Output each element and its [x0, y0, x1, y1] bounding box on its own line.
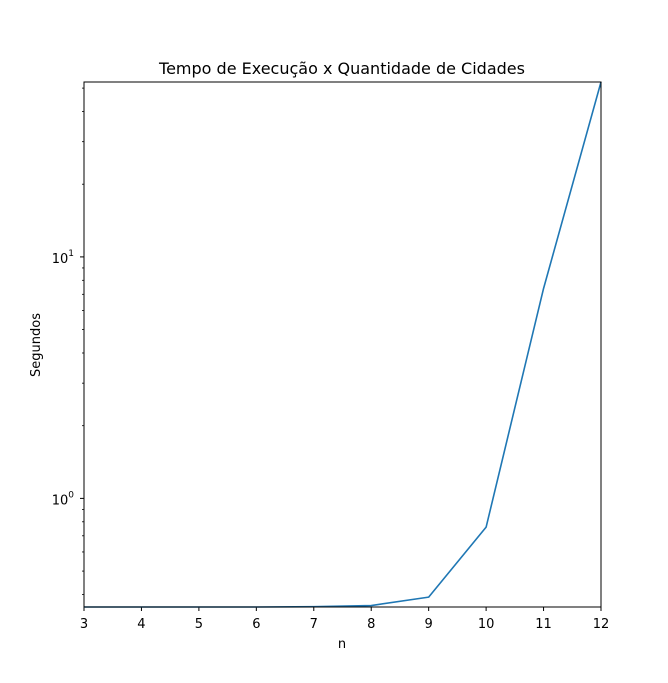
y-tick-label: 100	[52, 490, 75, 508]
chart-title: Tempo de Execução x Quantidade de Cidade…	[158, 59, 525, 78]
x-tick-label: 12	[593, 617, 610, 632]
x-tick-label: 10	[478, 617, 495, 632]
y-tick-base: 10	[52, 252, 69, 267]
x-tick-label: 5	[195, 617, 203, 632]
x-tick-label: 8	[367, 617, 375, 632]
y-tick-base: 10	[52, 493, 69, 508]
x-tick-label: 3	[80, 617, 88, 632]
x-axis-ticks: 3 4 5 6 7 8 9 10 11 12	[80, 607, 609, 632]
y-tick-label: 101	[52, 249, 74, 267]
y-tick-exponent: 0	[68, 490, 74, 500]
x-axis-label: n	[338, 637, 346, 652]
x-tick-label: 6	[252, 617, 260, 632]
x-tick-label: 9	[425, 617, 433, 632]
plot-frame	[83, 81, 602, 608]
x-tick-label: 4	[137, 617, 145, 632]
y-axis-label: Segundos	[29, 313, 44, 377]
y-tick-exponent: 1	[68, 249, 74, 259]
x-tick-label: 11	[535, 617, 552, 632]
x-tick-label: 7	[310, 617, 318, 632]
plot-area	[84, 82, 601, 607]
